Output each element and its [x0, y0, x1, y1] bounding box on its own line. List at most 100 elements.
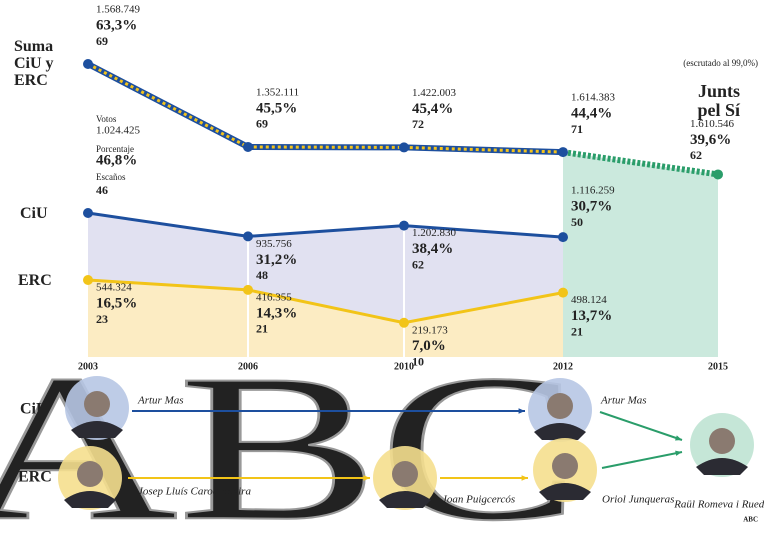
- votes-label: 1.568.749: [96, 4, 141, 16]
- votes-label: 1.610.546: [690, 118, 735, 130]
- seats-label: 62: [690, 148, 702, 162]
- photo-face: [709, 428, 735, 454]
- votes-label: 219.173: [412, 324, 448, 336]
- point: [83, 208, 93, 218]
- leader-name: Artur Mas: [600, 395, 647, 407]
- votes-label: 416.355: [256, 291, 292, 303]
- votes-label: 544.324: [96, 282, 132, 294]
- seats-label: 46: [96, 183, 108, 197]
- seats-label: 23: [96, 312, 108, 326]
- row-label: Porcentaje: [96, 144, 134, 154]
- percent-label: 14,3%: [256, 305, 297, 321]
- percent-label: 31,2%: [256, 252, 297, 268]
- junts-link: [562, 149, 719, 178]
- point: [558, 232, 568, 243]
- leader-name: Oriol Junqueras: [602, 494, 674, 506]
- seats-label: 10: [412, 355, 424, 369]
- point: [399, 142, 409, 153]
- party-label: CiU: [20, 401, 48, 418]
- x-tick-label: 2010: [394, 361, 414, 372]
- x-tick-label: 2015: [708, 361, 728, 372]
- photo-body: [696, 458, 748, 475]
- arrow-head: [675, 435, 682, 441]
- leader-name: Josep Lluís Carod Rovira: [138, 486, 251, 498]
- percent-label: 39,6%: [690, 132, 731, 148]
- party-label: ERC: [18, 469, 52, 486]
- photo-body: [379, 491, 431, 508]
- seats-label: 21: [571, 324, 583, 338]
- credit: ABC: [743, 516, 758, 524]
- photo-face: [84, 391, 110, 417]
- percent-label: 7,0%: [412, 338, 446, 354]
- series-name: ERC: [18, 272, 52, 289]
- arrow-head: [675, 450, 682, 456]
- seats-label: 69: [96, 34, 108, 48]
- photo-face: [77, 461, 103, 487]
- junts-area: [563, 152, 718, 357]
- votes-label: 1.024.425: [96, 125, 141, 137]
- arrow-head: [518, 408, 525, 414]
- point: [558, 287, 568, 298]
- point: [83, 59, 93, 69]
- series-name: Suma CiU y ERC: [14, 38, 54, 89]
- percent-label: 46,8%: [96, 152, 137, 168]
- seats-label: 48: [256, 268, 268, 282]
- arrow: [599, 411, 683, 441]
- percent-label: 63,3%: [96, 17, 137, 33]
- point: [243, 231, 253, 242]
- seats-label: 50: [571, 215, 583, 229]
- areas: [88, 152, 718, 357]
- votes-label: 1.116.259: [571, 185, 615, 197]
- percent-label: 38,4%: [412, 241, 453, 257]
- line: [87, 278, 564, 325]
- series-name: CiU: [20, 205, 48, 222]
- percent-label: 30,7%: [571, 199, 612, 215]
- percent-label: 45,5%: [256, 100, 297, 116]
- row-label: Escaños: [96, 172, 126, 182]
- point: [83, 275, 93, 285]
- point: [399, 220, 409, 231]
- photo-body: [64, 491, 116, 508]
- votes-label: 1.422.003: [412, 87, 457, 99]
- line-dash: [87, 62, 564, 154]
- point: [399, 317, 409, 328]
- photo-body: [534, 423, 586, 440]
- point: [243, 141, 253, 152]
- arrow-head: [363, 475, 370, 481]
- point: [243, 284, 253, 295]
- line: [87, 211, 564, 239]
- leader-name: Raül Romeva i Rueda: [673, 499, 764, 511]
- point: [558, 147, 568, 158]
- x-tick-label: 2003: [78, 361, 98, 372]
- votes-label: 1.202.830: [412, 227, 457, 239]
- votes-label: 935.756: [256, 238, 292, 250]
- arrow: [601, 451, 683, 469]
- leader-name: Artur Mas: [137, 395, 184, 407]
- leader-name: Joan Puigcercós: [442, 494, 515, 506]
- photo-face: [547, 393, 573, 419]
- seats-label: 69: [256, 117, 268, 131]
- photo-face: [392, 461, 418, 487]
- row-label: Votos: [96, 114, 117, 124]
- erc-area: [88, 280, 563, 357]
- note: (escrutado al 99,0%): [683, 58, 758, 68]
- seats-label: 21: [256, 322, 268, 336]
- ciu-area: [88, 213, 563, 323]
- votes-label: 1.352.111: [256, 86, 299, 98]
- x-tick-label: 2006: [238, 361, 258, 372]
- percent-label: 44,4%: [571, 106, 612, 122]
- photo-face: [552, 453, 578, 479]
- seats-label: 72: [412, 117, 424, 131]
- point: [713, 169, 723, 180]
- votes-label: 498.124: [571, 294, 607, 306]
- arrow-head: [521, 475, 528, 481]
- percent-label: 45,4%: [412, 101, 453, 117]
- votes-label: 1.614.383: [571, 92, 616, 104]
- photo-body: [539, 483, 591, 500]
- series-name: Junts pel Sí: [697, 81, 740, 120]
- photo-body: [71, 421, 123, 438]
- line: [86, 61, 564, 156]
- seats-label: 71: [571, 122, 583, 136]
